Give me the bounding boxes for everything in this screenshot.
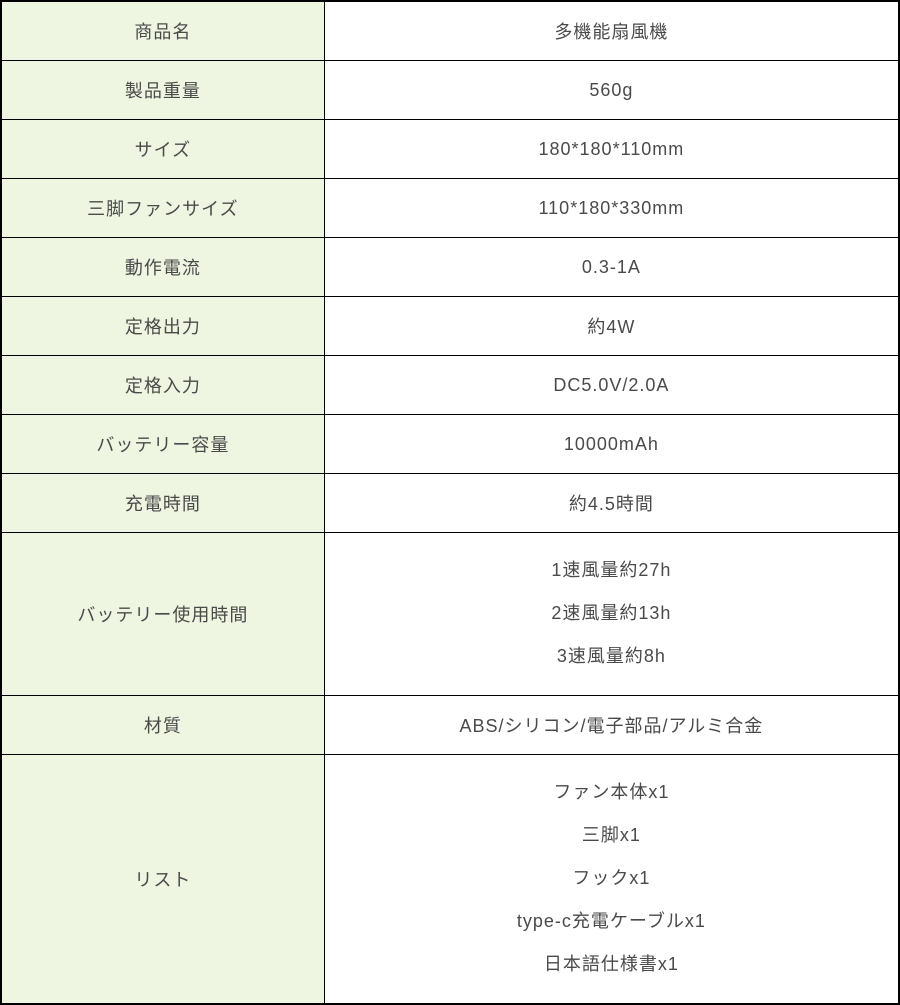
spec-value-line: 日本語仕様書x1 — [333, 943, 890, 986]
spec-label: サイズ — [1, 120, 324, 179]
spec-label: リスト — [1, 754, 324, 1003]
table-row: サイズ 180*180*110mm — [1, 120, 899, 179]
spec-value: ABS/シリコン/電子部品/アルミ合金 — [324, 695, 899, 754]
spec-value-line: 2速風量約13h — [333, 592, 890, 635]
spec-value: 多機能扇風機 — [324, 1, 899, 61]
spec-label: 商品名 — [1, 1, 324, 61]
spec-value-line: 1速風量約27h — [333, 549, 890, 592]
table-row: リスト ファン本体x1 三脚x1 フックx1 type-c充電ケーブルx1 日本… — [1, 754, 899, 1003]
spec-label: 定格出力 — [1, 297, 324, 356]
spec-value: 約4W — [324, 297, 899, 356]
spec-table: 商品名 多機能扇風機 製品重量 560g サイズ 180*180*110mm 三… — [0, 0, 900, 1005]
spec-label: 充電時間 — [1, 474, 324, 533]
spec-label: バッテリー容量 — [1, 415, 324, 474]
spec-value-line: フックx1 — [333, 857, 890, 900]
spec-label: 定格入力 — [1, 356, 324, 415]
table-row: 商品名 多機能扇風機 — [1, 1, 899, 61]
spec-value: ファン本体x1 三脚x1 フックx1 type-c充電ケーブルx1 日本語仕様書… — [324, 754, 899, 1003]
spec-value-line: ファン本体x1 — [333, 771, 890, 814]
table-row: 動作電流 0.3-1A — [1, 238, 899, 297]
table-row: 充電時間 約4.5時間 — [1, 474, 899, 533]
spec-value: 560g — [324, 61, 899, 120]
spec-value: DC5.0V/2.0A — [324, 356, 899, 415]
spec-value: 110*180*330mm — [324, 179, 899, 238]
table-row: バッテリー容量 10000mAh — [1, 415, 899, 474]
spec-label: 動作電流 — [1, 238, 324, 297]
spec-value: 1速風量約27h 2速風量約13h 3速風量約8h — [324, 533, 899, 696]
table-row: 三脚ファンサイズ 110*180*330mm — [1, 179, 899, 238]
table-row: 定格出力 約4W — [1, 297, 899, 356]
spec-value: 約4.5時間 — [324, 474, 899, 533]
spec-label: 材質 — [1, 695, 324, 754]
table-row: バッテリー使用時間 1速風量約27h 2速風量約13h 3速風量約8h — [1, 533, 899, 696]
spec-table-body: 商品名 多機能扇風機 製品重量 560g サイズ 180*180*110mm 三… — [1, 1, 899, 1004]
spec-label: 製品重量 — [1, 61, 324, 120]
table-row: 材質 ABS/シリコン/電子部品/アルミ合金 — [1, 695, 899, 754]
spec-value: 10000mAh — [324, 415, 899, 474]
table-row: 製品重量 560g — [1, 61, 899, 120]
spec-label: 三脚ファンサイズ — [1, 179, 324, 238]
spec-value: 0.3-1A — [324, 238, 899, 297]
spec-label: バッテリー使用時間 — [1, 533, 324, 696]
spec-value-line: 3速風量約8h — [333, 635, 890, 678]
table-row: 定格入力 DC5.0V/2.0A — [1, 356, 899, 415]
spec-value-line: 三脚x1 — [333, 814, 890, 857]
spec-value-line: type-c充電ケーブルx1 — [333, 900, 890, 943]
spec-value: 180*180*110mm — [324, 120, 899, 179]
